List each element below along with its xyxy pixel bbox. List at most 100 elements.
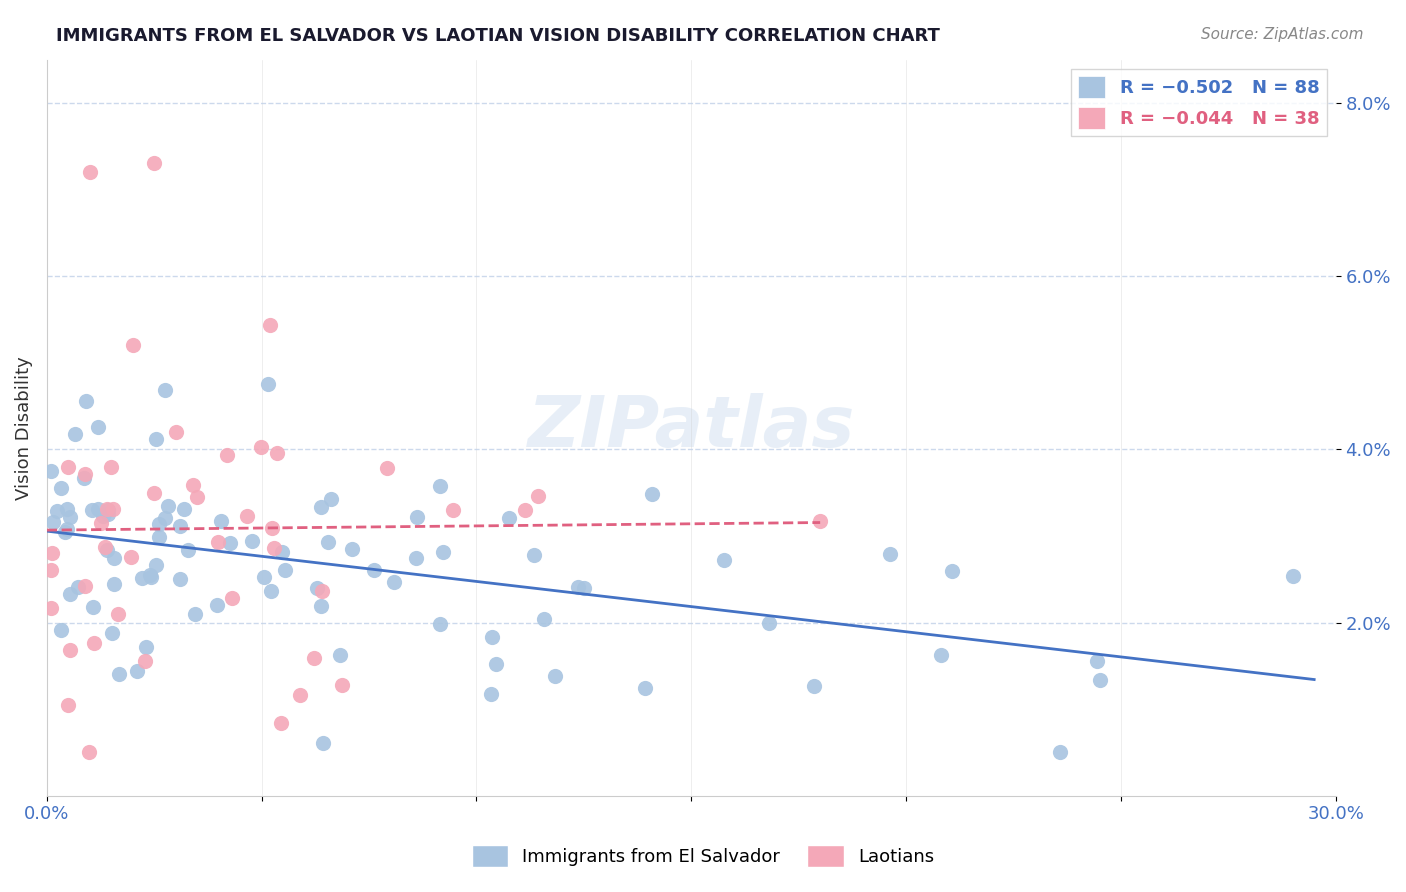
Point [929, 648, 952, 663]
Point [253, 570, 276, 584]
Point [270, 716, 292, 731]
Point [139, 570, 162, 584]
Legend: R = −0.502   N = 88, R = −0.044   N = 38: R = −0.502 N = 88, R = −0.044 N = 38 [1071, 69, 1327, 136]
Point [58, 459, 80, 474]
Point [155, 384, 177, 398]
Point [523, 549, 546, 563]
Point [544, 669, 567, 683]
Point [165, 425, 187, 439]
Point [375, 461, 398, 475]
Point [39, 465, 62, 479]
Point [382, 574, 405, 589]
Point [217, 448, 239, 462]
Point [94, 540, 117, 554]
Point [139, 568, 162, 582]
Point [59, 643, 82, 657]
Point [309, 500, 332, 514]
Point [153, 511, 176, 525]
Point [101, 502, 124, 516]
Point [96, 502, 118, 516]
Point [186, 490, 208, 504]
Point [271, 545, 294, 559]
Point [79, 165, 101, 179]
Point [177, 542, 200, 557]
Point [641, 487, 664, 501]
Point [205, 598, 228, 612]
Point [82, 599, 104, 614]
Point [879, 547, 901, 561]
Point [90, 516, 112, 530]
Point [41, 547, 63, 561]
Point [481, 630, 503, 644]
Point [53, 524, 76, 539]
Text: ZIPatlas: ZIPatlas [527, 393, 855, 462]
Point [304, 651, 326, 665]
Point [134, 654, 156, 668]
Point [121, 338, 143, 352]
Point [498, 511, 520, 525]
Point [39, 601, 62, 615]
Point [305, 581, 328, 595]
Point [97, 507, 120, 521]
Point [634, 681, 657, 695]
Point [330, 678, 353, 692]
Point [148, 516, 170, 531]
Point [219, 536, 242, 550]
Point [311, 584, 333, 599]
Point [63, 426, 86, 441]
Point [263, 541, 285, 555]
Point [77, 746, 100, 760]
Y-axis label: Vision Disability: Vision Disability [15, 356, 32, 500]
Point [941, 564, 963, 578]
Point [441, 503, 464, 517]
Point [262, 521, 284, 535]
Point [485, 657, 508, 672]
Point [406, 509, 429, 524]
Point [169, 572, 191, 586]
Point [329, 648, 352, 663]
Point [527, 489, 550, 503]
Point [55, 502, 77, 516]
Legend: Immigrants from El Salvador, Laotians: Immigrants from El Salvador, Laotians [464, 838, 942, 874]
Point [156, 500, 179, 514]
Point [66, 580, 89, 594]
Text: IMMIGRANTS FROM EL SALVADOR VS LAOTIAN VISION DISABILITY CORRELATION CHART: IMMIGRANTS FROM EL SALVADOR VS LAOTIAN V… [56, 27, 941, 45]
Point [533, 611, 555, 625]
Point [51, 624, 73, 638]
Point [274, 563, 297, 577]
Point [103, 577, 125, 591]
Point [143, 156, 166, 170]
Point [181, 478, 204, 492]
Point [1281, 568, 1303, 582]
Point [143, 485, 166, 500]
Point [173, 501, 195, 516]
Point [107, 607, 129, 621]
Point [97, 503, 120, 517]
Point [103, 550, 125, 565]
Point [432, 545, 454, 559]
Point [42, 515, 65, 529]
Point [758, 615, 780, 630]
Point [405, 550, 427, 565]
Point [83, 636, 105, 650]
Point [96, 543, 118, 558]
Point [250, 441, 273, 455]
Point [120, 550, 142, 565]
Point [479, 687, 502, 701]
Point [56, 698, 79, 713]
Point [567, 580, 589, 594]
Point [148, 530, 170, 544]
Point [288, 689, 311, 703]
Point [1085, 654, 1108, 668]
Point [363, 563, 385, 577]
Point [75, 394, 97, 409]
Point [572, 581, 595, 595]
Point [184, 607, 207, 622]
Point [266, 446, 288, 460]
Point [340, 542, 363, 557]
Point [87, 420, 110, 434]
Point [39, 563, 62, 577]
Point [91, 509, 114, 524]
Point [242, 533, 264, 548]
Point [101, 625, 124, 640]
